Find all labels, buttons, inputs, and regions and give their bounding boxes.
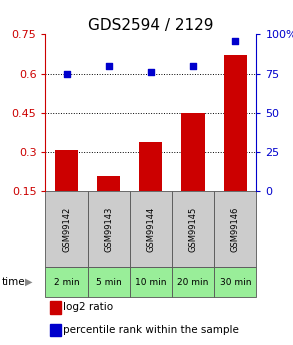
Bar	[181, 113, 205, 191]
Text: 2 min: 2 min	[54, 277, 79, 287]
Text: ▶: ▶	[25, 277, 33, 287]
Point	[233, 38, 238, 43]
Bar	[172, 267, 214, 297]
Text: 10 min: 10 min	[135, 277, 167, 287]
Text: GSM99143: GSM99143	[104, 207, 113, 252]
Text: time: time	[1, 277, 25, 287]
Bar	[55, 150, 78, 191]
Point	[149, 69, 153, 75]
Bar	[97, 176, 120, 191]
Bar	[139, 142, 163, 191]
Bar	[214, 267, 256, 297]
Text: 20 min: 20 min	[177, 277, 209, 287]
Bar	[130, 191, 172, 267]
Text: 5 min: 5 min	[96, 277, 122, 287]
Title: GDS2594 / 2129: GDS2594 / 2129	[88, 18, 214, 33]
Bar	[45, 191, 88, 267]
Point	[191, 63, 195, 69]
Bar	[88, 191, 130, 267]
Text: GSM99144: GSM99144	[146, 207, 155, 252]
Text: GSM99142: GSM99142	[62, 207, 71, 252]
Text: log2 ratio: log2 ratio	[63, 303, 113, 313]
Text: 30 min: 30 min	[219, 277, 251, 287]
Bar	[88, 267, 130, 297]
Bar	[50, 324, 61, 336]
Point	[106, 63, 111, 69]
Bar	[45, 267, 88, 297]
Bar	[130, 267, 172, 297]
Text: percentile rank within the sample: percentile rank within the sample	[63, 325, 239, 335]
Text: GSM99145: GSM99145	[189, 207, 197, 252]
Point	[64, 71, 69, 77]
Text: GSM99146: GSM99146	[231, 207, 240, 252]
Bar	[172, 191, 214, 267]
Bar	[50, 301, 61, 314]
Bar	[214, 191, 256, 267]
Bar	[224, 56, 247, 191]
